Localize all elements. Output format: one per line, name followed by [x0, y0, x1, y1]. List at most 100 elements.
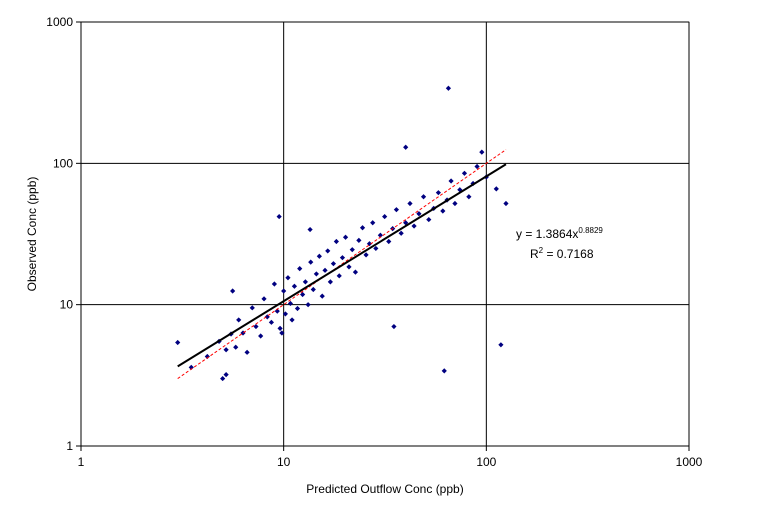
data-point [407, 200, 413, 207]
data-point [461, 170, 468, 176]
data-point [403, 220, 409, 226]
data-point [391, 323, 397, 330]
r-squared-value: = 0.7168 [543, 247, 594, 261]
data-point [420, 194, 427, 200]
data-point [342, 234, 349, 240]
data-point [220, 375, 226, 382]
data-point [398, 230, 404, 236]
data-point [305, 302, 311, 308]
data-point [223, 347, 229, 353]
data-point [330, 261, 337, 267]
data-point [435, 190, 441, 196]
data-point [276, 213, 282, 220]
data-point [336, 273, 342, 279]
data-point [474, 163, 480, 170]
data-point [479, 149, 485, 155]
grid-lines [76, 21, 690, 451]
data-point [377, 232, 383, 238]
power-trendline [177, 163, 507, 368]
data-point [308, 259, 314, 265]
data-point [325, 248, 331, 254]
data-point [223, 372, 229, 378]
data-point [282, 311, 289, 317]
data-point [277, 325, 283, 331]
data-point [503, 200, 509, 207]
x-axis-label: Predicted Outflow Conc (ppb) [306, 482, 463, 496]
data-point [403, 144, 409, 150]
data-point [253, 323, 259, 330]
y-axis-label: Observed Conc (ppb) [25, 177, 39, 292]
data-point [366, 241, 373, 247]
data-point [230, 288, 236, 294]
data-point [261, 296, 267, 302]
trendline-equation: y = 1.3864x0.8829 [516, 226, 603, 241]
y-tick-labels: 1 10 100 1000 [46, 15, 73, 453]
data-point [352, 269, 359, 275]
data-point [457, 187, 463, 193]
data-point [356, 237, 362, 243]
data-point [452, 200, 458, 207]
fit-lines [177, 149, 507, 379]
data-point [175, 339, 181, 346]
one-to-one-line [177, 149, 507, 379]
data-point [445, 85, 452, 91]
data-point [448, 178, 454, 184]
x-tick-label: 10 [277, 455, 291, 469]
data-point [363, 252, 369, 258]
r-squared-label: R2 = 0.7168 [530, 246, 594, 261]
data-point [426, 216, 432, 223]
data-point [346, 264, 352, 270]
data-point [313, 271, 319, 277]
data-point [416, 211, 422, 217]
data-point [307, 226, 313, 233]
data-point [289, 317, 295, 323]
data-point [281, 288, 287, 294]
data-point [333, 238, 339, 245]
data-point [466, 194, 472, 200]
data-point [258, 333, 264, 339]
data-point [271, 281, 277, 287]
data-point [300, 291, 306, 298]
x-tick-labels: 1 10 100 1000 [78, 455, 703, 469]
data-point [287, 300, 294, 307]
data-point [204, 353, 210, 360]
data-point [493, 186, 499, 192]
data-point [441, 368, 447, 374]
data-point [319, 293, 325, 299]
data-points [175, 85, 509, 382]
data-point [327, 279, 333, 285]
data-point [382, 213, 388, 220]
data-point [373, 245, 379, 252]
y-tick-label: 1000 [46, 15, 73, 29]
r-squared-exponent: 2 [539, 246, 544, 255]
x-tick-label: 100 [476, 455, 496, 469]
data-point [339, 255, 346, 261]
y-tick-label: 10 [60, 298, 74, 312]
x-tick-label: 1000 [676, 455, 703, 469]
data-point [498, 342, 504, 348]
data-point [268, 319, 275, 325]
equation-exponent: 0.8829 [578, 226, 603, 235]
r-squared-base: R [530, 247, 539, 261]
data-point [359, 225, 366, 231]
data-point [279, 330, 285, 336]
data-point [302, 279, 308, 285]
y-tick-label: 100 [53, 156, 73, 170]
data-point [236, 317, 242, 323]
data-point [233, 344, 239, 350]
data-point [264, 314, 270, 320]
data-point [249, 305, 255, 311]
data-point [310, 286, 316, 293]
x-tick-label: 1 [78, 455, 85, 469]
data-point [316, 253, 322, 259]
data-point [297, 265, 303, 272]
data-point [244, 349, 250, 355]
data-point [386, 238, 392, 245]
data-point [274, 308, 280, 314]
equation-base: y = 1.3864x [516, 227, 578, 241]
data-point [370, 220, 376, 226]
data-point [393, 207, 400, 213]
data-point [285, 275, 291, 281]
data-point [411, 223, 417, 229]
